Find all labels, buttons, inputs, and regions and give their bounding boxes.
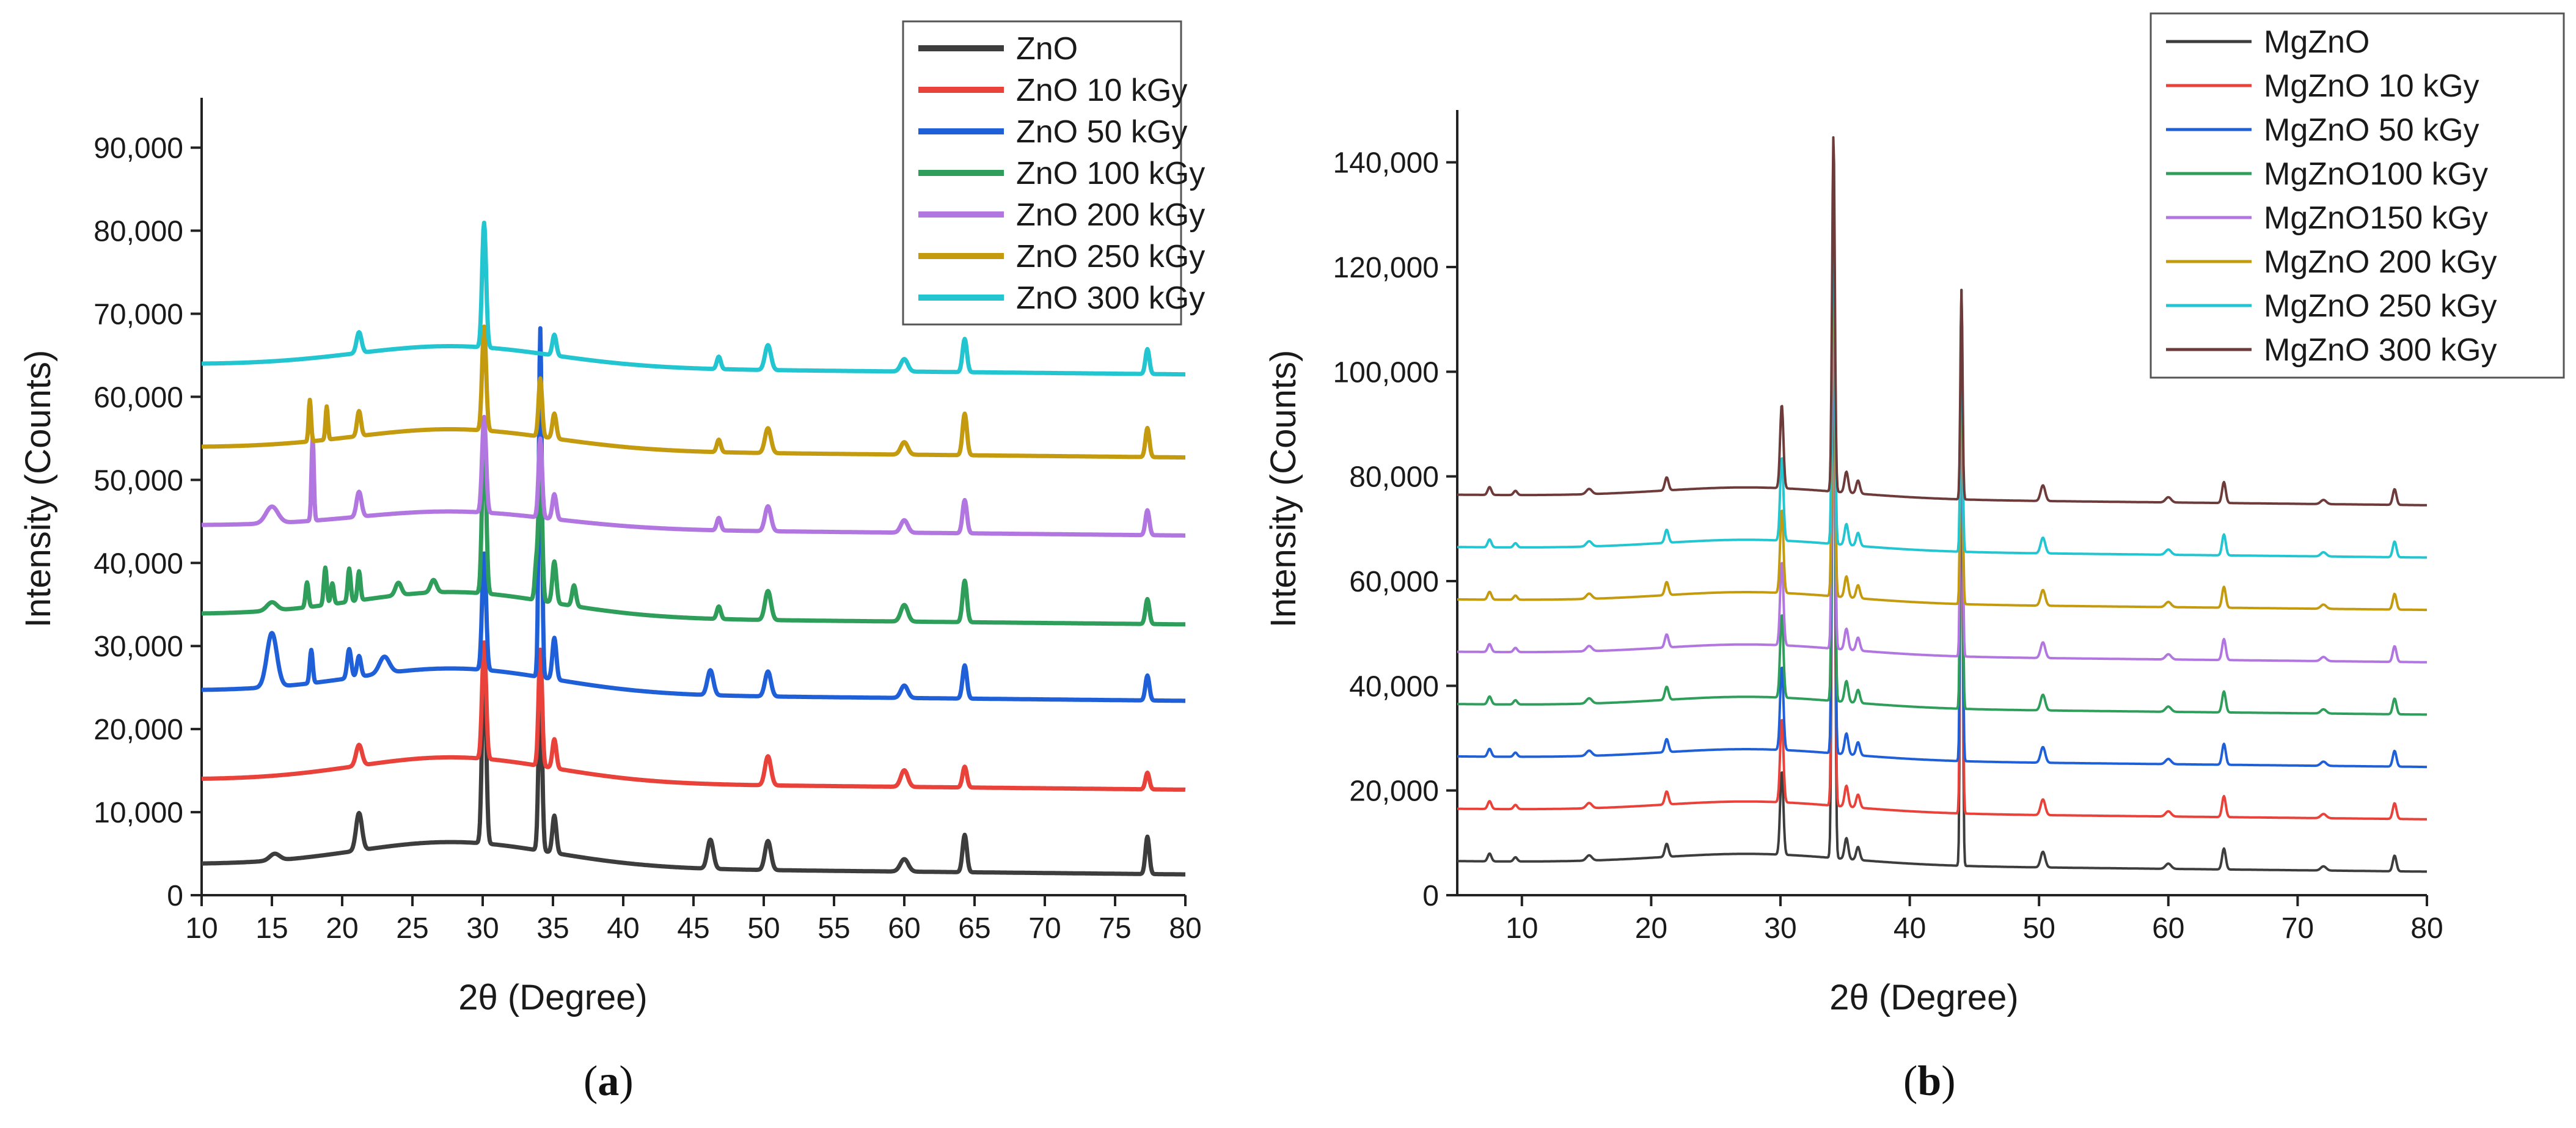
x-tick-label: 50 [2023,912,2055,945]
legend-label: ZnO [1016,31,1078,67]
legend-label: ZnO 100 kGy [1016,156,1205,191]
caption-b: (b) [1903,1058,1956,1105]
x-tick-label: 15 [255,912,288,945]
legend-label: ZnO 200 kGy [1016,197,1205,233]
x-tick-label: 30 [1764,912,1796,945]
x-tick-label: 80 [1169,912,1201,945]
series-line-2 [1457,231,2428,769]
x-tick-label: 60 [2152,912,2184,945]
y-tick-label: 50,000 [93,464,183,497]
x-tick-label: 70 [1028,912,1061,945]
legend-label: MgZnO100 kGy [2264,156,2488,192]
x-tick-label: 65 [958,912,990,945]
y-tick-label: 10,000 [93,797,183,829]
y-tick-label: 20,000 [1349,775,1439,808]
x-tick-label: 55 [818,912,850,945]
series-line-1 [1457,231,2428,821]
x-tick-label: 60 [888,912,920,945]
legend-label: ZnO 10 kGy [1016,73,1187,108]
legend-label: MgZnO 10 kGy [2264,68,2479,104]
x-tick-label: 50 [747,912,780,945]
chart-panel-a: Intensity (Counts) 2θ (Degree) 10 15 20 25 3… [18,20,1205,1017]
y-tick-label: 60,000 [93,381,183,414]
x-tick-label: 75 [1099,912,1131,945]
chart-b-xlabel: 2θ (Degree) [1829,978,2018,1017]
caption-b-letter: b [1917,1058,1942,1105]
legend-label: MgZnO [2264,24,2369,60]
y-tick-label: 120,000 [1333,252,1439,284]
y-tick-label: 60,000 [1349,566,1439,598]
series-line-6 [1457,178,2428,559]
series-line-3 [1457,231,2428,716]
chart-a-xlabel: 2θ (Degree) [458,978,647,1017]
series-line-1 [200,640,1187,792]
x-tick-label: 40 [607,912,639,945]
x-tick-label: 70 [2281,912,2314,945]
x-tick-label: 45 [677,912,709,945]
series-line-3 [200,425,1187,627]
y-tick-label: 40,000 [93,548,183,580]
y-tick-label: 70,000 [93,298,183,331]
x-tick-label: 30 [466,912,499,945]
caption-a: (a) [584,1058,634,1105]
y-tick-label: 30,000 [93,631,183,663]
legend-label: MgZnO 200 kGy [2264,244,2497,280]
legend-box [2150,12,2565,379]
legend-label: ZnO 250 kGy [1016,239,1205,274]
chart-b-ylabel: Intensity (Counts) [1264,350,1303,628]
series-line-7 [1457,136,2428,507]
y-tick-label: 80,000 [93,216,183,248]
y-tick-label: 140,000 [1333,147,1439,180]
series-line-4 [1457,230,2428,664]
series-line-2 [200,326,1187,703]
legend-label: MgZnO 50 kGy [2264,112,2479,148]
y-tick-label: 100,000 [1333,356,1439,389]
series-line-6 [200,221,1187,377]
x-tick-label: 25 [396,912,428,945]
series-line-0 [200,650,1187,877]
y-tick-label: 0 [1422,880,1439,912]
x-tick-label: 10 [185,912,218,945]
legend-label: ZnO 300 kGy [1016,280,1205,316]
y-tick-label: 20,000 [93,714,183,746]
series-line-5 [200,324,1187,460]
x-tick-label: 20 [1635,912,1667,945]
chart-panel-b: Intensity (Counts) 2θ (Degree) 10 20 30 40 5… [1264,12,2565,1017]
legend-label: MgZnO 300 kGy [2264,332,2497,368]
y-tick-label: 90,000 [93,133,183,165]
y-tick-label: 40,000 [1349,670,1439,703]
y-tick-label: 0 [167,880,183,912]
legend-label: MgZnO150 kGy [2264,200,2488,236]
x-tick-label: 40 [1894,912,1926,945]
y-tick-label: 80,000 [1349,461,1439,494]
series-line-0 [1457,232,2428,873]
legend: ZnO ZnO 10 kGy ZnO 50 kGy ZnO 100 kGy ZnO 20… [902,20,1205,326]
chart-a-ylabel: Intensity (Counts) [18,350,58,628]
x-tick-label: 20 [326,912,358,945]
caption-a-letter: a [598,1058,620,1105]
x-tick-label: 35 [536,912,569,945]
x-tick-label: 10 [1506,912,1538,945]
legend: MgZnO MgZnO 10 kGy MgZnO 50 kGy MgZnO100 kG… [2150,12,2565,379]
x-tick-label: 80 [2410,912,2443,945]
series-line-5 [1457,204,2428,612]
legend-label: MgZnO 250 kGy [2264,288,2497,324]
series-line-4 [200,414,1187,538]
legend-label: ZnO 50 kGy [1016,114,1187,150]
